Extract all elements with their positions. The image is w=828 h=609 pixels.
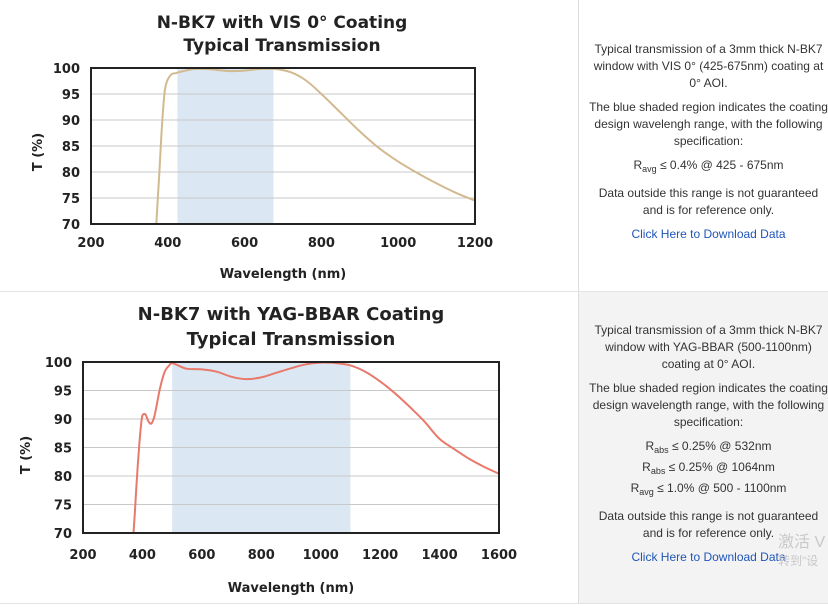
yag-disclaimer: Data outside this range is not guarantee… (598, 509, 819, 540)
y-axis-label: T (%) (19, 436, 34, 474)
chart-title-line: N-BK7 with YAG-BBAR Coating (138, 304, 445, 325)
spec-symbol: R (633, 158, 643, 172)
yag-download-link[interactable]: Click Here to Download Data (631, 550, 786, 564)
x-tick-label: 1000 (380, 236, 416, 251)
yag-coating-row: N-BK7 with YAG-BBAR Coating Typical Trans… (0, 292, 828, 604)
y-tick-label: 70 (54, 527, 72, 542)
vis-chart-panel: N-BK7 with VIS 0° Coating Typical Transmi… (0, 0, 578, 291)
spec-line: Ravg ≤ 1.0% @ 500 - 1100nm (589, 480, 828, 501)
y-tick-label: 90 (54, 413, 72, 428)
plot-frame (82, 361, 500, 534)
vis-description-panel: Typical transmission of a 3mm thick N-BK… (578, 0, 828, 291)
x-tick-label: 600 (231, 236, 258, 251)
spec-value: ≤ 0.4% @ 425 - 675nm (660, 158, 784, 172)
y-tick-label: 80 (54, 470, 72, 485)
spec-symbol: R (630, 481, 640, 495)
windows-activation-watermark: 激活 V 转到"设 (778, 534, 825, 570)
plot-frame (90, 67, 476, 225)
y-tick-label: 85 (62, 140, 80, 155)
spec-subscript: abs (650, 466, 666, 476)
vis-download-link[interactable]: Click Here to Download Data (631, 227, 786, 241)
x-tick-label: 200 (69, 548, 96, 563)
watermark-line-1: 激活 V (778, 534, 826, 551)
chart-title-line: Typical Transmission (187, 329, 396, 350)
yag-intro-text: Typical transmission of a 3mm thick N-BK… (594, 323, 823, 371)
vis-shaded-note: The blue shaded region indicates the coa… (589, 100, 828, 148)
chart-title-line: Typical Transmission (183, 36, 380, 56)
spec-line: Rabs ≤ 0.25% @ 1064nm (589, 459, 828, 480)
spec-symbol: R (645, 439, 655, 453)
yag-spec-list: Rabs ≤ 0.25% @ 532nm Rabs ≤ 0.25% @ 1064… (589, 438, 828, 501)
y-tick-label: 95 (62, 88, 80, 103)
spec-line: Ravg ≤ 0.4% @ 425 - 675nm (589, 157, 828, 178)
x-tick-label: 1200 (362, 548, 398, 563)
y-tick-label: 75 (54, 499, 72, 514)
spec-subscript: abs (654, 445, 669, 455)
x-tick-label: 200 (77, 236, 104, 251)
yag-shaded-note: The blue shaded region indicates the coa… (589, 381, 828, 429)
x-tick-label: 800 (308, 236, 335, 251)
vis-intro-text: Typical transmission of a 3mm thick N-BK… (593, 42, 824, 90)
y-tick-label: 95 (54, 385, 72, 400)
x-tick-label: 600 (188, 548, 215, 563)
chart-title-line: N-BK7 with VIS 0° Coating (157, 13, 408, 33)
y-tick-label: 80 (62, 166, 80, 181)
spec-value: ≤ 0.25% @ 532nm (672, 439, 772, 453)
spec-value: ≤ 0.25% @ 1064nm (668, 460, 775, 474)
vis-transmission-chart: N-BK7 with VIS 0° Coating Typical Transmi… (31, 13, 493, 282)
yag-chart-panel: N-BK7 with YAG-BBAR Coating Typical Trans… (0, 292, 578, 603)
yag-transmission-chart: N-BK7 with YAG-BBAR Coating Typical Trans… (19, 304, 517, 596)
y-tick-label: 70 (62, 218, 80, 233)
vis-coating-row: N-BK7 with VIS 0° Coating Typical Transmi… (0, 0, 828, 292)
y-tick-label: 100 (45, 356, 72, 371)
spec-subscript: avg (642, 164, 657, 174)
x-tick-label: 1400 (421, 548, 457, 563)
y-tick-label: 100 (53, 62, 80, 77)
x-axis-label: Wavelength (nm) (220, 267, 346, 282)
y-tick-label: 85 (54, 442, 72, 457)
transmission-series-line (155, 68, 475, 224)
x-tick-label: 1000 (303, 548, 339, 563)
y-tick-label: 90 (62, 114, 80, 129)
x-tick-label: 1200 (457, 236, 493, 251)
x-tick-label: 400 (154, 236, 181, 251)
x-axis-label: Wavelength (nm) (228, 581, 354, 596)
x-tick-label: 1600 (481, 548, 517, 563)
yag-description-panel: Typical transmission of a 3mm thick N-BK… (578, 292, 828, 603)
x-tick-label: 400 (129, 548, 156, 563)
y-tick-label: 75 (62, 192, 80, 207)
watermark-line-2: 转到"设 (778, 554, 819, 568)
spec-symbol: R (642, 460, 651, 474)
spec-line: Rabs ≤ 0.25% @ 532nm (589, 438, 828, 459)
spec-value: ≤ 1.0% @ 500 - 1100nm (657, 481, 787, 495)
x-tick-label: 800 (248, 548, 275, 563)
spec-subscript: avg (639, 487, 654, 497)
y-axis-label: T (%) (31, 133, 46, 171)
transmission-series-line (132, 362, 499, 533)
vis-spec-list: Ravg ≤ 0.4% @ 425 - 675nm (589, 157, 828, 178)
vis-disclaimer: Data outside this range is not guarantee… (598, 186, 819, 217)
